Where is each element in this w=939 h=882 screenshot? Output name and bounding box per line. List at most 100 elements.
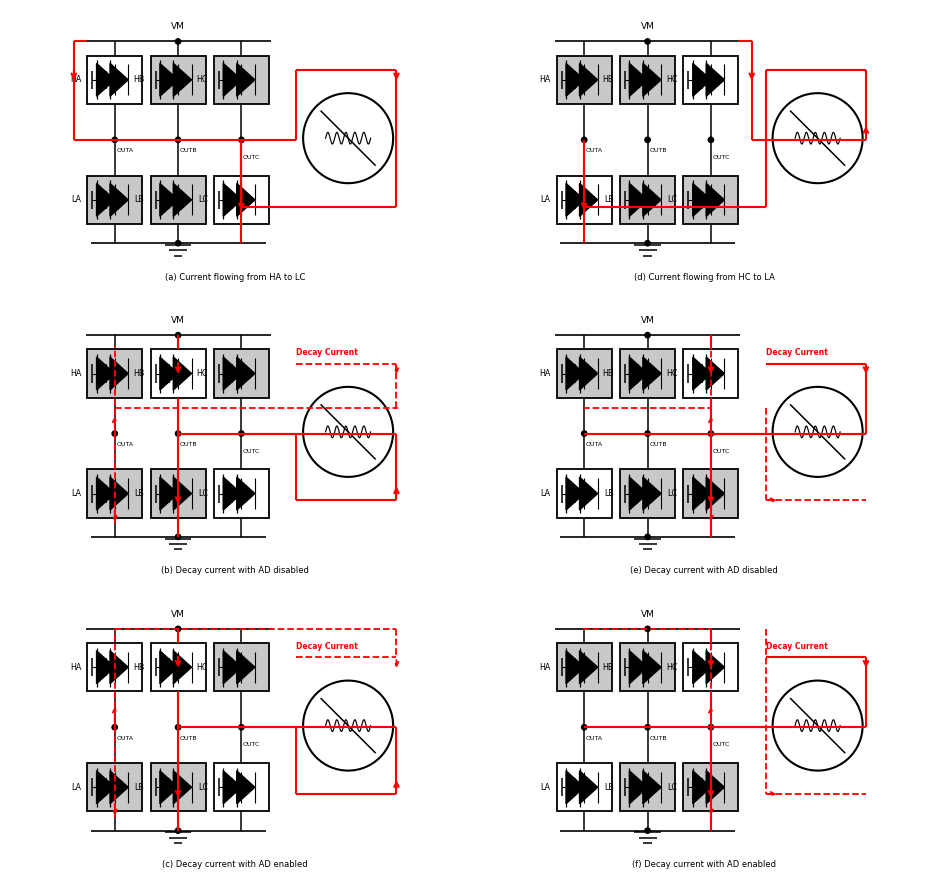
Text: HB: HB <box>603 75 614 85</box>
Bar <box>620 176 675 224</box>
Polygon shape <box>174 477 192 510</box>
Bar <box>87 643 142 691</box>
Text: LB: LB <box>604 782 614 792</box>
Circle shape <box>176 828 180 833</box>
Polygon shape <box>160 357 178 390</box>
Text: LA: LA <box>541 195 550 205</box>
Polygon shape <box>237 357 254 390</box>
Polygon shape <box>174 64 192 96</box>
Polygon shape <box>566 64 584 96</box>
Bar <box>620 643 675 691</box>
Bar <box>150 763 206 811</box>
Text: (d) Current flowing from HC to LA: (d) Current flowing from HC to LA <box>634 273 775 281</box>
Polygon shape <box>160 183 178 216</box>
Polygon shape <box>566 183 584 216</box>
Text: (c) Decay current with AD enabled: (c) Decay current with AD enabled <box>162 860 308 869</box>
Text: OUTB: OUTB <box>179 148 197 153</box>
Bar <box>684 176 738 224</box>
Polygon shape <box>643 477 661 510</box>
Text: HB: HB <box>603 369 614 378</box>
Circle shape <box>176 39 180 44</box>
Polygon shape <box>579 183 598 216</box>
Circle shape <box>645 626 650 632</box>
Text: LB: LB <box>134 782 145 792</box>
Bar <box>557 349 611 398</box>
Text: Decay Current: Decay Current <box>766 348 828 357</box>
Polygon shape <box>643 651 661 684</box>
Polygon shape <box>706 183 724 216</box>
Polygon shape <box>693 477 711 510</box>
Polygon shape <box>110 771 129 804</box>
Circle shape <box>708 725 714 730</box>
Text: LA: LA <box>71 489 81 498</box>
Text: LB: LB <box>134 489 145 498</box>
Bar <box>87 469 142 518</box>
Polygon shape <box>643 357 661 390</box>
Text: HC: HC <box>666 662 677 672</box>
Circle shape <box>239 431 244 437</box>
Polygon shape <box>237 771 254 804</box>
Polygon shape <box>174 357 192 390</box>
Bar <box>684 56 738 104</box>
Text: LA: LA <box>71 782 81 792</box>
Circle shape <box>176 333 180 338</box>
Text: (a) Current flowing from HA to LC: (a) Current flowing from HA to LC <box>164 273 305 281</box>
Bar <box>214 643 269 691</box>
Text: OUTC: OUTC <box>713 155 730 160</box>
Text: LB: LB <box>134 195 145 205</box>
Polygon shape <box>693 64 711 96</box>
Text: LC: LC <box>668 782 677 792</box>
Text: HC: HC <box>196 75 208 85</box>
Polygon shape <box>110 183 129 216</box>
Text: HA: HA <box>539 369 550 378</box>
Circle shape <box>239 138 244 143</box>
Text: (b) Decay current with AD disabled: (b) Decay current with AD disabled <box>161 566 309 575</box>
Text: HA: HA <box>539 75 550 85</box>
Polygon shape <box>110 357 129 390</box>
Bar <box>150 176 206 224</box>
Polygon shape <box>160 477 178 510</box>
Text: HA: HA <box>69 75 81 85</box>
Text: HC: HC <box>666 75 677 85</box>
Polygon shape <box>174 651 192 684</box>
Bar <box>150 349 206 398</box>
Polygon shape <box>643 183 661 216</box>
Polygon shape <box>223 183 241 216</box>
Bar <box>150 469 206 518</box>
Bar <box>87 763 142 811</box>
Text: OUTA: OUTA <box>586 148 603 153</box>
Bar <box>684 763 738 811</box>
Polygon shape <box>97 771 115 804</box>
Bar <box>87 349 142 398</box>
Bar <box>557 763 611 811</box>
Polygon shape <box>160 64 178 96</box>
Circle shape <box>176 626 180 632</box>
Polygon shape <box>223 477 241 510</box>
Text: HA: HA <box>69 369 81 378</box>
Bar <box>150 643 206 691</box>
Bar <box>557 176 611 224</box>
Circle shape <box>581 138 587 143</box>
Bar <box>214 469 269 518</box>
Circle shape <box>176 534 180 540</box>
Bar <box>684 643 738 691</box>
Bar <box>214 763 269 811</box>
Circle shape <box>645 534 650 540</box>
Text: HB: HB <box>133 662 145 672</box>
Text: LC: LC <box>668 489 677 498</box>
Polygon shape <box>237 183 254 216</box>
Text: OUTB: OUTB <box>179 736 197 741</box>
Polygon shape <box>174 771 192 804</box>
Polygon shape <box>223 64 241 96</box>
Polygon shape <box>237 477 254 510</box>
Bar <box>620 349 675 398</box>
Polygon shape <box>110 651 129 684</box>
Polygon shape <box>566 771 584 804</box>
Bar <box>214 176 269 224</box>
Text: VM: VM <box>640 316 654 325</box>
Polygon shape <box>97 64 115 96</box>
Polygon shape <box>643 64 661 96</box>
Text: LA: LA <box>541 782 550 792</box>
Text: OUTA: OUTA <box>116 736 133 741</box>
Text: HA: HA <box>69 662 81 672</box>
